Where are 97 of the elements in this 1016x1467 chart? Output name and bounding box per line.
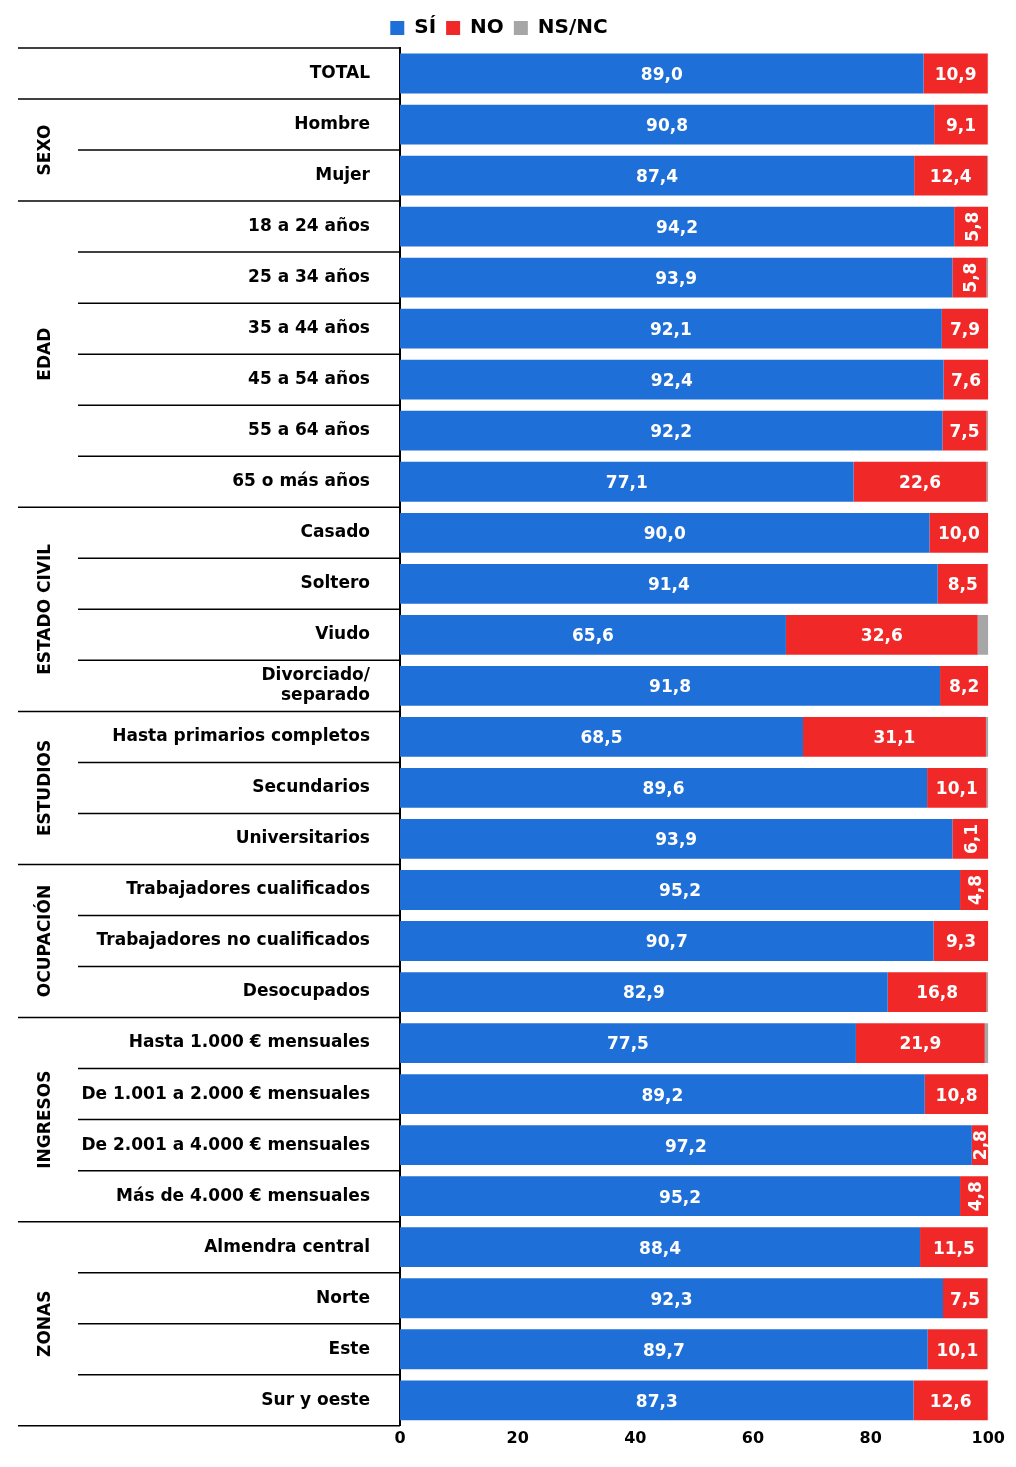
data-label: 92,4: [650, 370, 693, 391]
x-tick-label: 100: [971, 1427, 1005, 1447]
y-tick-label: TOTAL: [309, 61, 371, 82]
data-label: 8,5: [947, 574, 978, 595]
text: SEXO: [34, 124, 55, 176]
data-label: 89,0: [640, 63, 683, 84]
data-label: 7,9: [950, 319, 981, 340]
data-label: 12,4: [929, 166, 972, 186]
y-tick-label: Trabajadores no cualificados: [96, 929, 370, 950]
text: ESTADO CIVIL: [34, 543, 55, 675]
data-label: 4,8: [964, 874, 985, 906]
data-label: 4,8: [964, 1181, 985, 1212]
data-label: 88,4: [639, 1237, 682, 1258]
y-tick-label: Almendra central: [204, 1235, 370, 1256]
data-label: 7,6: [950, 370, 982, 391]
data-label: 31,1: [873, 727, 916, 748]
y-tick-label: Soltero: [300, 572, 370, 593]
y-tick-label: Casado: [300, 521, 370, 542]
data-label: 90,8: [646, 114, 689, 135]
data-label: 10,1: [936, 1339, 979, 1360]
legend-label: SÍ: [414, 14, 437, 39]
text: EDAD: [34, 327, 55, 381]
y-tick-label: De 2.001 a 4.000 € mensuales: [81, 1133, 370, 1154]
data-label: 6,1: [960, 823, 981, 855]
data-label: 90,7: [645, 931, 688, 952]
y-tick-label: Desocupados: [242, 980, 370, 1001]
x-tick-label: 80: [859, 1427, 882, 1447]
y-tick-label: De 1.001 a 2.000 € mensuales: [81, 1082, 370, 1103]
y-tick-label: Universitarios: [235, 827, 370, 848]
data-label: 10,9: [934, 63, 977, 84]
y-tick-label: 25 a 34 años: [248, 266, 370, 287]
data-label: 7,5: [949, 421, 980, 442]
data-label: 10,8: [935, 1084, 978, 1105]
data-label: 92,2: [650, 421, 693, 442]
data-label: 5,8: [961, 211, 982, 242]
data-label: 90,0: [643, 523, 686, 544]
data-label: 91,4: [647, 574, 690, 595]
data-label: 87,4: [636, 166, 679, 186]
data-label: 7,5: [950, 1288, 981, 1309]
y-tick-label: Secundarios: [252, 776, 370, 797]
data-label: 77,1: [605, 472, 648, 493]
data-label: 95,2: [659, 1186, 702, 1207]
y-tick-label: 65 o más años: [232, 470, 370, 491]
data-label: 93,9: [655, 829, 698, 850]
y-tick-label: 45 a 54 años: [248, 368, 370, 389]
data-label: 21,9: [899, 1033, 942, 1054]
data-label: 97,2: [664, 1135, 707, 1156]
text: INGRESOS: [34, 1070, 55, 1169]
data-label: 95,2: [659, 880, 702, 901]
text: ESTUDIOS: [34, 739, 55, 837]
x-tick-label: 40: [624, 1427, 647, 1447]
y-tick-label: Sur y oeste: [261, 1388, 370, 1409]
data-label: 12,6: [929, 1390, 972, 1411]
data-label: 92,3: [650, 1288, 693, 1309]
y-tick-label: 55 a 64 años: [248, 419, 370, 440]
x-tick-label: 20: [506, 1427, 529, 1447]
data-label: 32,6: [860, 625, 903, 646]
y-tick-label: 18 a 24 años: [248, 215, 370, 236]
y-tick-label: 35 a 44 años: [248, 317, 370, 338]
legend-label: NS/NC: [537, 14, 608, 39]
data-label: 91,8: [649, 676, 692, 697]
text: OCUPACIÓN: [33, 884, 55, 998]
y-tick-label: Norte: [316, 1286, 370, 1307]
x-tick-label: 0: [394, 1427, 406, 1447]
data-label: 89,2: [641, 1084, 684, 1105]
data-label: 10,0: [937, 523, 981, 544]
data-label: 8,2: [949, 676, 980, 697]
data-label: 10,1: [935, 778, 978, 799]
data-label: 92,1: [649, 319, 692, 340]
legend-label: NO: [470, 14, 504, 39]
data-label: 68,5: [580, 727, 623, 748]
y-tick-label: Viudo: [315, 623, 370, 644]
x-tick-label: 60: [741, 1427, 765, 1447]
data-label: 22,6: [899, 472, 942, 493]
y-tick-label: Más de 4.000 € mensuales: [116, 1184, 370, 1205]
data-label: 82,9: [622, 982, 665, 1003]
data-label: 5,8: [959, 262, 980, 293]
y-tick-label: Divorciado/ separado: [261, 664, 371, 705]
data-label: 89,6: [642, 778, 685, 799]
data-label: 9,1: [945, 114, 977, 135]
y-tick-label: Hombre: [294, 112, 370, 133]
data-label: 94,2: [656, 217, 699, 238]
y-tick-label: Mujer: [315, 164, 371, 184]
data-label: 16,8: [916, 982, 959, 1003]
data-label: 65,6: [571, 625, 614, 646]
data-label: 89,7: [642, 1339, 685, 1360]
data-label: 9,3: [945, 931, 977, 952]
text: ZONAS: [34, 1290, 55, 1357]
data-label: 93,9: [655, 268, 698, 289]
y-tick-label: Este: [328, 1337, 370, 1358]
data-label: 11,5: [932, 1237, 975, 1258]
data-label: 87,3: [635, 1390, 678, 1411]
data-label: 77,5: [606, 1033, 649, 1054]
y-tick-label: Trabajadores cualificados: [126, 878, 370, 899]
y-tick-label: Hasta 1.000 € mensuales: [128, 1031, 370, 1052]
y-tick-label: Hasta primarios completos: [112, 725, 370, 746]
data-label: 2,8: [970, 1130, 991, 1161]
